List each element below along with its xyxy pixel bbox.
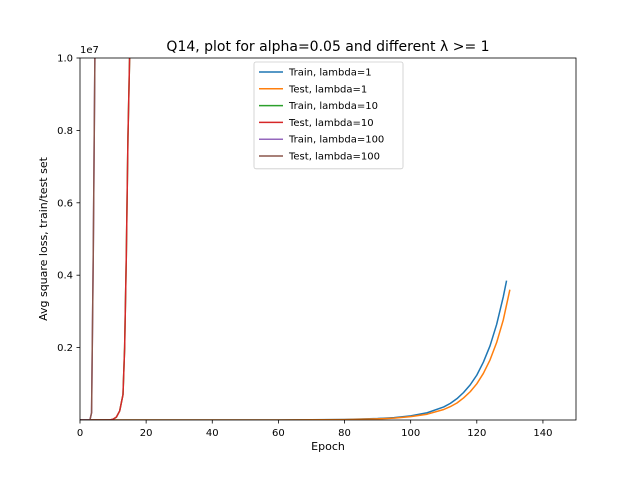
x-tick-label-7: 140	[533, 428, 552, 439]
y-axis-label: Avg square loss, train/test set	[37, 156, 50, 321]
y-offset-label: 1e7	[80, 45, 99, 56]
legend-label-0: Train, lambda=1	[288, 68, 372, 79]
x-axis-label: Epoch	[311, 440, 345, 453]
legend: Train, lambda=1 Test, lambda=1 Train, lamb…	[253, 61, 404, 170]
legend-label-3: Test, lambda=10	[288, 118, 374, 129]
x-tick-label-0: 0	[77, 428, 83, 439]
y-tick-label-0: 0.2	[57, 343, 73, 354]
legend-label-2: Train, lambda=10	[288, 101, 378, 112]
plot-frame	[79, 57, 577, 421]
series-line-5	[80, 58, 96, 420]
x-tick-label-5: 100	[401, 428, 420, 439]
x-tick-label-2: 40	[206, 428, 219, 439]
series-line-1	[80, 289, 511, 420]
x-tick-label-1: 20	[140, 428, 153, 439]
y-tick-label-4: 1.0	[57, 54, 73, 65]
legend-box	[253, 61, 404, 170]
x-axis: 0 20 40 60 80 100 120 140	[77, 420, 552, 439]
legend-label-4: Train, lambda=100	[288, 135, 384, 146]
x-tick-label-6: 120	[467, 428, 486, 439]
legend-label-5: Test, lambda=100	[288, 152, 380, 163]
legend-label-1: Test, lambda=1	[288, 84, 367, 95]
x-tick-label-4: 80	[338, 428, 351, 439]
y-tick-label-2: 0.6	[57, 198, 73, 209]
y-tick-label-1: 0.4	[57, 271, 73, 282]
x-tick-label-3: 60	[272, 428, 285, 439]
y-tick-label-3: 0.8	[57, 126, 73, 137]
chart-title: Q14, plot for alpha=0.05 and different λ…	[166, 39, 489, 55]
y-axis: 0.2 0.4 0.6 0.8 1.0	[57, 54, 80, 354]
